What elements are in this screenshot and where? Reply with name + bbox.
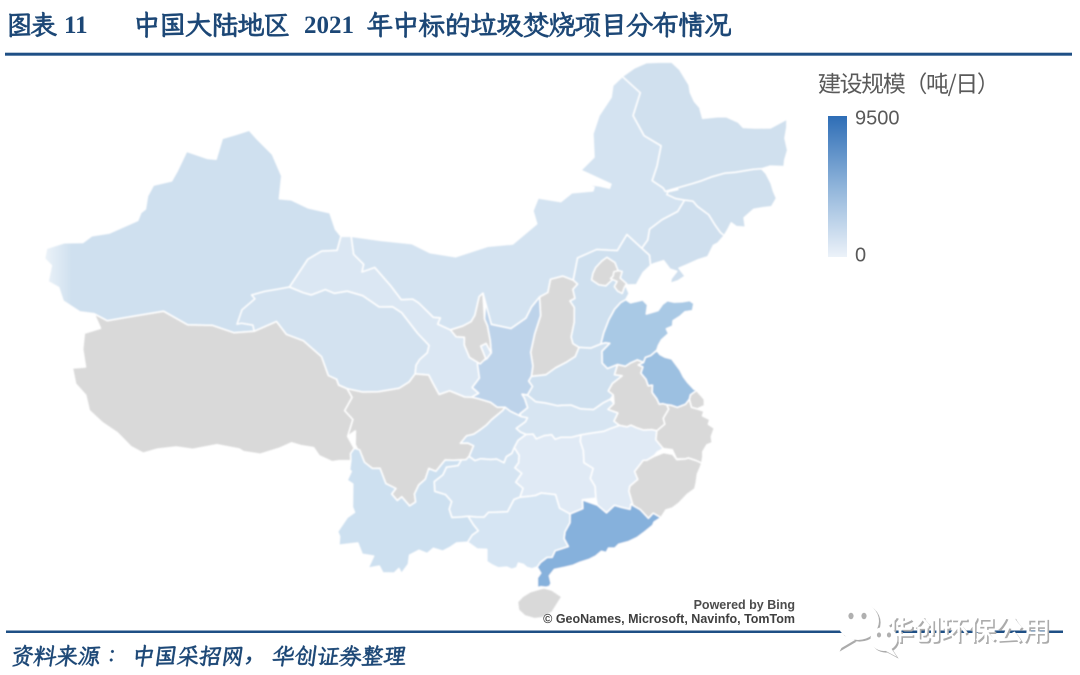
svg-text:2021: 2021 xyxy=(304,12,354,39)
svg-text:Powered by Bing: Powered by Bing xyxy=(694,598,795,612)
svg-text:9500: 9500 xyxy=(855,108,900,130)
svg-text:© GeoNames, Microsoft, Navinfo: © GeoNames, Microsoft, Navinfo, TomTom xyxy=(543,612,795,626)
svg-text:11: 11 xyxy=(64,12,88,39)
svg-text:0: 0 xyxy=(855,245,866,267)
